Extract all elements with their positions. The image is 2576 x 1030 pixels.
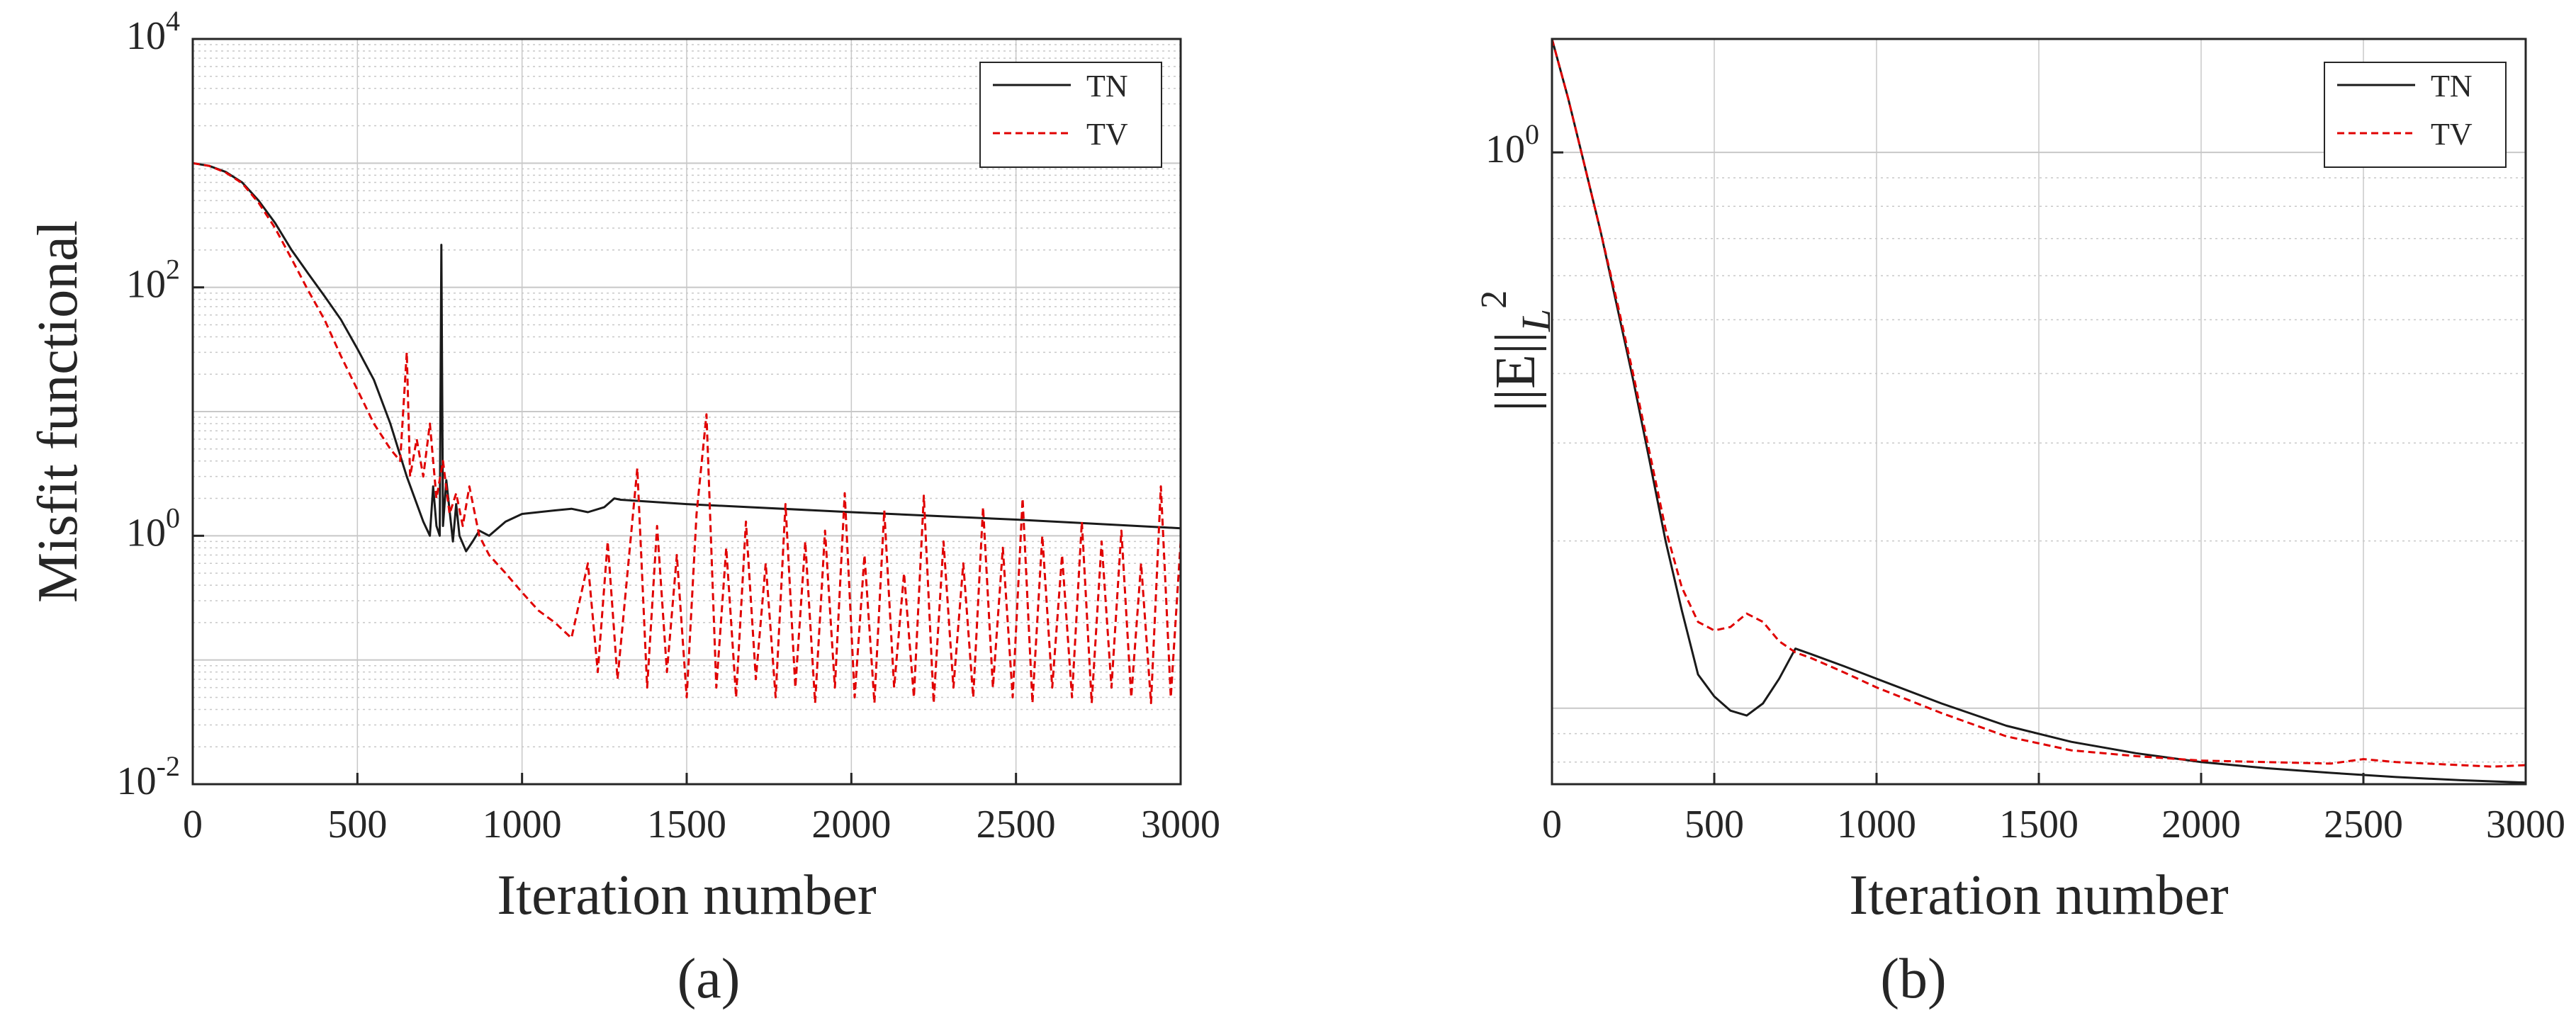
- chart-b-ylabel: ||E||L2: [1474, 290, 1559, 412]
- series-line-tv: [1551, 38, 2526, 768]
- x-tick-label: 0: [1542, 803, 1562, 847]
- legend-label-tv: TV: [2431, 117, 2473, 152]
- chart-a: 0 500 1000 1500 2000 2500 3000 10-2 100 102 104 It…: [27, 5, 1220, 927]
- x-tick-label: 2000: [811, 803, 891, 847]
- ylabel-subscript: L: [1513, 309, 1559, 332]
- legend-label-tn: TN: [2431, 69, 2473, 103]
- x-tick-label: 1000: [483, 803, 562, 847]
- series-line-tn: [192, 162, 1181, 553]
- legend-box: [2324, 62, 2507, 168]
- series-line-tn: [1551, 38, 2526, 784]
- ylabel-norm: ||E||: [1485, 332, 1547, 412]
- x-tick-label: 3000: [2486, 803, 2565, 847]
- chart-a-xlabel: Iteration number: [497, 864, 876, 927]
- x-tick-label: 1500: [1999, 803, 2079, 847]
- chart-b: 0 500 1000 1500 2000 2500 3000 100 Iteration nu…: [1474, 38, 2565, 927]
- y-tick-label: 102: [126, 254, 180, 307]
- x-tick-label: 1500: [647, 803, 726, 847]
- legend-label-tv: TV: [1086, 117, 1128, 152]
- ylabel-superscript: 2: [1474, 290, 1514, 309]
- panel-label-a: (a): [677, 948, 741, 1010]
- chart-b-xlabel: Iteration number: [1849, 864, 2228, 927]
- chart-a-legend: TN TV: [979, 62, 1162, 168]
- x-tick-label: 0: [183, 803, 203, 847]
- x-tick-label: 2500: [977, 803, 1056, 847]
- x-tick-label: 2000: [2161, 803, 2241, 847]
- legend-box: [979, 62, 1162, 168]
- x-tick-label: 1000: [1837, 803, 1916, 847]
- x-tick-label: 2500: [2324, 803, 2403, 847]
- x-tick-label: 500: [1684, 803, 1744, 847]
- y-tick-label: 100: [1485, 118, 1539, 171]
- x-tick-label: 500: [327, 803, 387, 847]
- y-tick-label: 100: [126, 502, 180, 555]
- chart-a-ylabel: Misfit functional: [27, 220, 89, 603]
- y-tick-label: 10-2: [117, 750, 180, 803]
- panel-label-b: (b): [1880, 948, 1946, 1010]
- y-tick-label: 104: [126, 5, 180, 58]
- x-tick-label: 3000: [1141, 803, 1220, 847]
- legend-label-tn: TN: [1086, 69, 1128, 103]
- chart-b-legend: TN TV: [2324, 62, 2507, 168]
